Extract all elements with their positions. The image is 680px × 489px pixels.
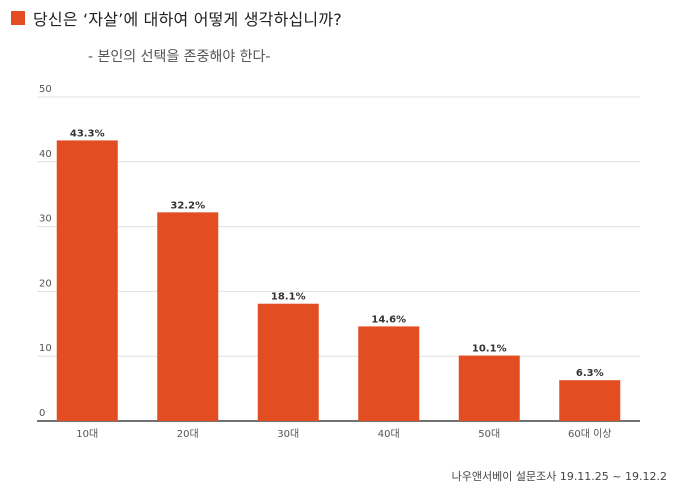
data-label-3: 18.1% bbox=[271, 292, 306, 303]
data-label-6: 6.3% bbox=[576, 368, 604, 379]
x-tick-label-6: 60대 이상 bbox=[568, 428, 612, 440]
chart-title: 당신은 ‘자살’에 대하여 어떻게 생각하십니까? bbox=[33, 10, 342, 29]
y-tick-label-20: 20 bbox=[39, 278, 52, 289]
x-tick-label-5: 50대 bbox=[478, 428, 500, 440]
data-label-2: 32.2% bbox=[170, 200, 205, 211]
y-tick-label-0: 0 bbox=[39, 408, 45, 419]
bar-3 bbox=[257, 303, 319, 421]
bar-2 bbox=[157, 212, 219, 421]
bar-6 bbox=[559, 380, 621, 421]
x-tick-label-4: 40대 bbox=[378, 428, 400, 440]
data-label-1: 43.3% bbox=[70, 128, 105, 139]
bar-4 bbox=[358, 326, 420, 421]
data-label-5: 10.1% bbox=[472, 344, 507, 355]
x-tick-label-1: 10대 bbox=[76, 428, 98, 440]
source-note: 나우앤서베이 설문조사 19.11.25 ~ 19.12.2 bbox=[451, 470, 667, 483]
y-tick-label-50: 50 bbox=[39, 84, 52, 95]
x-tick-label-3: 30대 bbox=[277, 428, 299, 440]
chart-subtitle: - 본인의 선택을 존중해야 한다- bbox=[88, 49, 271, 65]
bar-1 bbox=[56, 140, 118, 421]
title-marker-square bbox=[11, 11, 25, 25]
y-tick-label-30: 30 bbox=[39, 214, 52, 225]
x-tick-label-2: 20대 bbox=[177, 428, 199, 440]
y-tick-label-10: 10 bbox=[39, 343, 52, 354]
data-label-4: 14.6% bbox=[371, 314, 406, 325]
bar-5 bbox=[458, 355, 520, 421]
y-tick-label-40: 40 bbox=[39, 149, 52, 160]
chart-title-row: 당신은 ‘자살’에 대하여 어떻게 생각하십니까? bbox=[11, 6, 342, 30]
